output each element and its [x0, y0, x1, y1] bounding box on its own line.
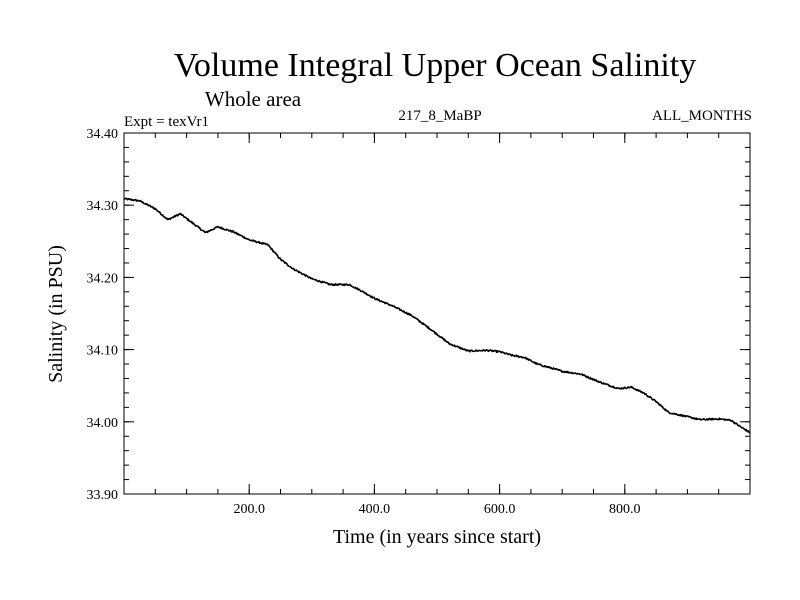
- run-label: 217_8_MaBP: [398, 108, 481, 124]
- period-label: ALL_MONTHS: [652, 108, 752, 124]
- x-tick-label: 600.0: [484, 502, 516, 517]
- series-line-salinity: [123, 197, 751, 434]
- y-axis: 33.90 34.00 34.10 34.20 34.30 34.40: [87, 127, 750, 503]
- x-axis: 200.0 400.0 600.0 800.0: [154, 133, 720, 517]
- experiment-label: Expt = texVr1: [124, 114, 209, 130]
- x-tick-label: 800.0: [609, 502, 641, 517]
- y-tick-label: 34.30: [87, 199, 119, 214]
- y-tick-label: 34.20: [87, 271, 119, 286]
- x-tick-label: 200.0: [233, 502, 265, 517]
- y-tick-label: 34.00: [87, 416, 119, 431]
- y-tick-label: 34.10: [87, 344, 119, 359]
- x-axis-label: Time (in years since start): [333, 526, 541, 548]
- plot-frame: [123, 132, 751, 495]
- x-tick-label: 400.0: [359, 502, 391, 517]
- y-tick-label: 33.90: [87, 488, 119, 503]
- chart-title: Volume Integral Upper Ocean Salinity: [174, 47, 696, 84]
- y-axis-label: Salinity (in PSU): [45, 245, 67, 383]
- chart-subtitle: Whole area: [205, 87, 302, 111]
- y-tick-label: 34.40: [87, 127, 119, 142]
